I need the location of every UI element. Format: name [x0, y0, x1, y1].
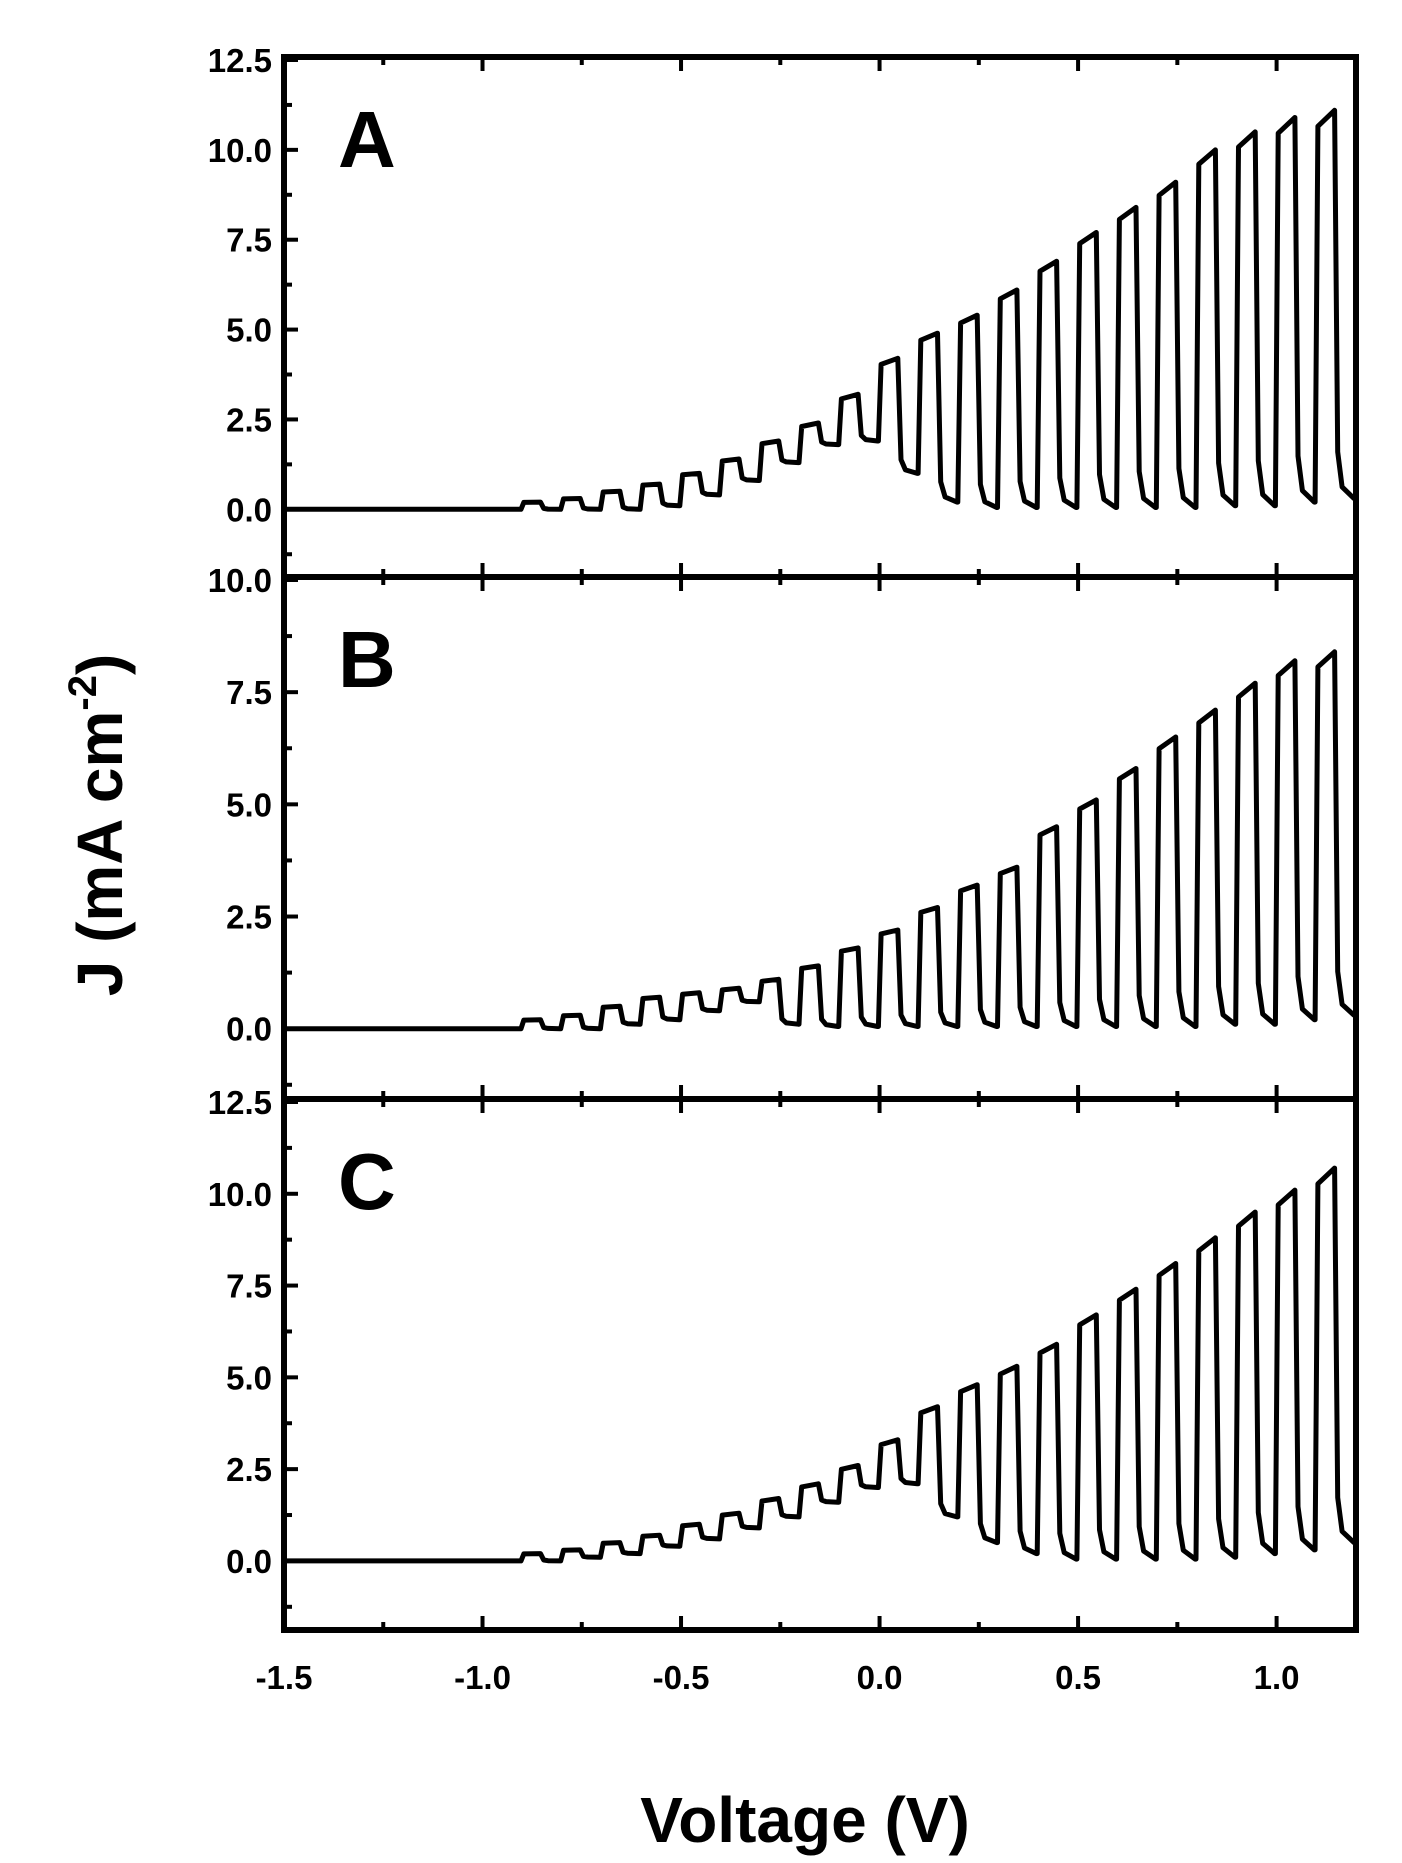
- panel-label: C: [338, 1137, 396, 1226]
- x-axis: -1.5 -1.0 -0.5 0.0 0.5 1.0: [256, 1659, 1300, 1696]
- y-tick-label: 5.0: [226, 312, 272, 349]
- panels-layer: 0.02.55.07.510.012.5A0.02.55.07.510.0B0.…: [208, 42, 1359, 1633]
- y-tick-label: 10.0: [208, 132, 272, 169]
- jv-curve-c: [281, 1165, 1357, 1564]
- x-tick-label: 0.5: [1055, 1659, 1101, 1696]
- y-tick-label: 7.5: [226, 1268, 272, 1305]
- x-tick-label: -0.5: [653, 1659, 710, 1696]
- y-axis-title-superscript: -2: [61, 675, 105, 711]
- y-tick-label: 10.0: [208, 1176, 272, 1213]
- y-tick-label: 0.0: [226, 491, 272, 528]
- x-tick-label: 0.0: [857, 1659, 903, 1696]
- x-tick-label: 1.0: [1254, 1659, 1300, 1696]
- panel-a: 0.0 2.5 5.0 7.5 10.0 12.5 A: [208, 42, 1359, 580]
- panel-label: B: [338, 615, 396, 704]
- panel-label: A: [338, 95, 396, 184]
- jv-curve-a: [281, 107, 1357, 512]
- y-tick-label: 5.0: [226, 786, 272, 823]
- y-tick-label: 0.0: [226, 1011, 272, 1048]
- jv-curve-b: [281, 649, 1357, 1032]
- y-tick-label: 5.0: [226, 1359, 272, 1396]
- y-tick-label: 2.5: [226, 899, 272, 936]
- panel-b: 0.0 2.5 5.0 7.5 10.0 B: [208, 562, 1359, 1102]
- y-tick-label: 12.5: [208, 42, 272, 79]
- y-tick-label: 12.5: [208, 1084, 272, 1121]
- x-axis-title: Voltage (V): [640, 1784, 970, 1856]
- y-axis-title-main: J (mA cm: [64, 711, 136, 997]
- x-tick-label: -1.5: [256, 1659, 313, 1696]
- x-tick-label: -1.0: [454, 1659, 511, 1696]
- panel-c: 0.0 2.5 5.0 7.5 10.0 12.5 C: [208, 1084, 1359, 1633]
- panel-frame: [281, 1096, 1359, 1633]
- y-axis-title-close: ): [64, 654, 136, 675]
- y-tick-label: 7.5: [226, 674, 272, 711]
- y-axis-title: J (mA cm-2): [61, 654, 136, 997]
- y-tick-label: 2.5: [226, 1451, 272, 1488]
- y-tick-label: 10.0: [208, 562, 272, 599]
- y-tick-label: 2.5: [226, 401, 272, 438]
- y-tick-label: 0.0: [226, 1543, 272, 1580]
- y-tick-label: 7.5: [226, 222, 272, 259]
